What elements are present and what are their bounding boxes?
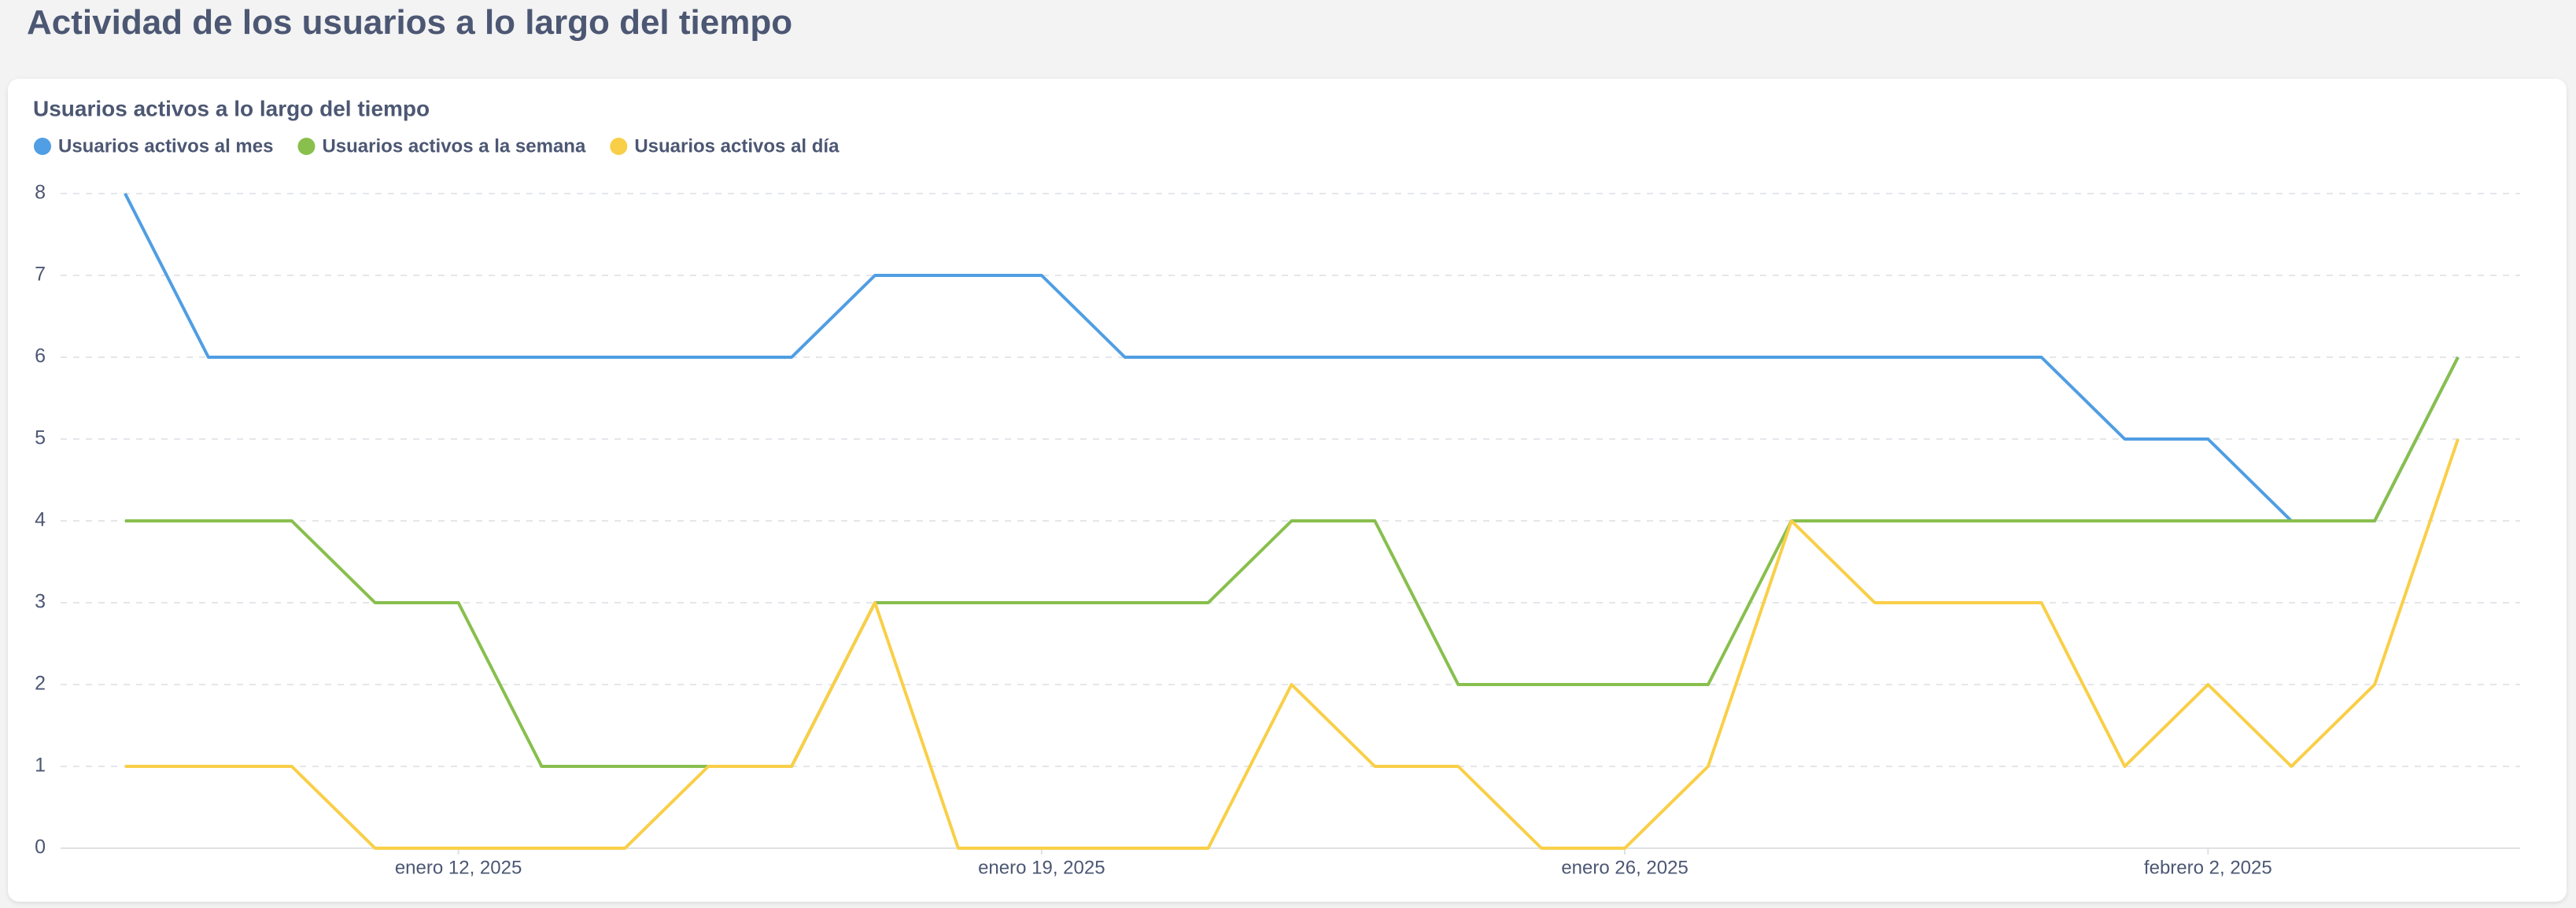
page-title: Actividad de los usuarios a lo largo del… bbox=[27, 3, 793, 42]
x-tick-label: febrero 2, 2025 bbox=[2144, 857, 2272, 878]
legend-label: Usuarios activos al día bbox=[634, 135, 840, 157]
chart-title: Usuarios activos a lo largo del tiempo bbox=[33, 96, 430, 120]
y-tick-label: 5 bbox=[35, 427, 46, 449]
x-tick-label: enero 26, 2025 bbox=[1561, 857, 1688, 878]
legend-label: Usuarios activos a la semana bbox=[322, 135, 585, 157]
y-tick-label: 4 bbox=[35, 509, 46, 531]
legend-marker bbox=[610, 138, 628, 155]
x-tick-label: enero 19, 2025 bbox=[978, 857, 1105, 878]
card bbox=[8, 79, 2567, 902]
y-tick-label: 3 bbox=[35, 591, 46, 613]
x-tick-label: enero 12, 2025 bbox=[395, 857, 522, 878]
series-line bbox=[125, 356, 2460, 768]
series-line bbox=[124, 193, 2460, 522]
legend-label: Usuarios activos al mes bbox=[58, 135, 273, 157]
y-tick-label: 0 bbox=[35, 836, 46, 858]
y-tick-label: 2 bbox=[35, 673, 46, 695]
legend-marker bbox=[297, 138, 316, 155]
y-tick-label: 8 bbox=[35, 182, 46, 204]
y-tick-label: 7 bbox=[35, 264, 46, 286]
y-tick-label: 6 bbox=[35, 345, 46, 367]
y-tick-label: 1 bbox=[35, 755, 46, 777]
legend-marker bbox=[34, 138, 51, 155]
series-line bbox=[125, 438, 2460, 850]
